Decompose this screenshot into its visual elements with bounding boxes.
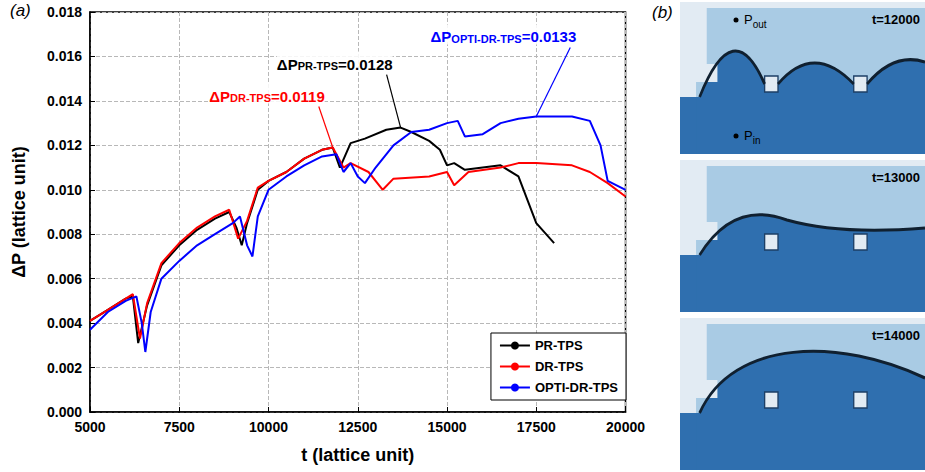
svg-text:0.012: 0.012: [47, 137, 82, 153]
svg-text:0.006: 0.006: [47, 271, 82, 287]
svg-text:t=12000: t=12000: [872, 12, 920, 27]
svg-text:12500: 12500: [338, 419, 377, 435]
svg-text:t (lattice unit): t (lattice unit): [301, 445, 414, 465]
svg-text:7500: 7500: [164, 419, 195, 435]
svg-text:=0.0128: =0.0128: [338, 56, 393, 73]
svg-text:ΔP: ΔP: [209, 88, 230, 105]
svg-text:t=13000: t=13000: [872, 170, 920, 185]
svg-text:PR-TPS: PR-TPS: [298, 60, 338, 72]
svg-text:OPTI-DR-TPS: OPTI-DR-TPS: [535, 380, 618, 395]
svg-text:20000: 20000: [606, 419, 645, 435]
svg-text:ΔP: ΔP: [277, 56, 298, 73]
svg-text:0.010: 0.010: [47, 182, 82, 198]
svg-text:OPTI-DR-TPS: OPTI-DR-TPS: [451, 33, 521, 45]
svg-text:Pout: Pout: [744, 12, 767, 30]
svg-text:0.018: 0.018: [47, 4, 82, 20]
svg-text:5000: 5000: [74, 419, 105, 435]
svg-text:0.008: 0.008: [47, 226, 82, 242]
svg-text:=0.0133: =0.0133: [522, 28, 577, 45]
svg-text:t=14000: t=14000: [872, 328, 920, 343]
svg-text:(a): (a): [10, 1, 31, 20]
svg-text:DR-TPS: DR-TPS: [230, 92, 271, 104]
svg-text:17500: 17500: [517, 419, 556, 435]
svg-text:0.002: 0.002: [47, 360, 82, 376]
svg-text:10000: 10000: [249, 419, 288, 435]
svg-text:(b): (b): [652, 3, 673, 22]
svg-text:0.016: 0.016: [47, 48, 82, 64]
svg-text:ΔP (lattice unit): ΔP (lattice unit): [9, 146, 29, 278]
svg-text:0.014: 0.014: [47, 93, 82, 109]
svg-text:0.000: 0.000: [47, 404, 82, 420]
svg-text:15000: 15000: [428, 419, 467, 435]
svg-text:Pin: Pin: [744, 128, 760, 146]
svg-text:ΔP: ΔP: [431, 28, 452, 45]
svg-text:PR-TPS: PR-TPS: [535, 338, 583, 353]
svg-text:DR-TPS: DR-TPS: [535, 359, 584, 374]
svg-text:0.004: 0.004: [47, 315, 82, 331]
svg-text:=0.0119: =0.0119: [271, 88, 325, 105]
